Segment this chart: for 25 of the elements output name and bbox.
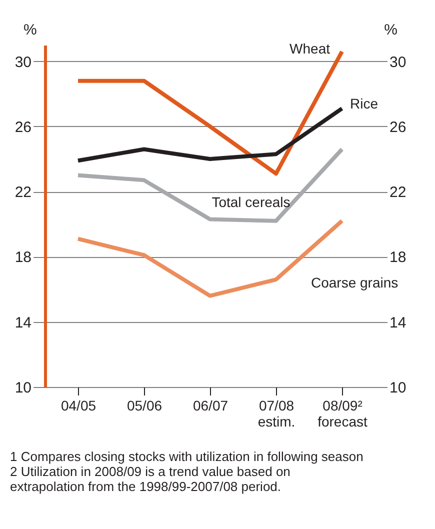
x-tick-label: 06/07 [192,398,228,414]
y-tick-label: 22 [14,184,32,202]
y2-axis-title: % [384,22,398,38]
x-tick-label: 05/06 [126,398,162,414]
y-tick-label: 14 [14,314,32,332]
y2-tick-label: 10 [390,380,406,396]
x-tick-label: 04/05 [60,398,96,414]
series-label: Coarse grains [311,274,398,291]
series-label: Rice [350,96,378,112]
x-tick-label: 07/08 estim. [258,398,296,430]
y-tick-label: 18 [14,249,32,266]
text: 1 Compares closing stocks with utilization in following season [10,449,364,464]
y-tick-label: 10 [14,380,32,396]
y-tick-label: 26 [14,118,32,136]
y2-tick-label: 18 [390,249,406,266]
y2-tick-label: 30 [390,54,406,71]
series-label: Wheat [290,40,330,57]
text: 2 Utilization in 2008/09 is a trend value based on extrapolation from the 1998/99-2007/08 period. [10,464,290,494]
y2-tick-label: 14 [390,314,406,332]
y2-tick-label: 22 [390,184,406,202]
series-label: Total cereals [212,194,290,210]
y-axis-title: % [24,22,37,38]
y-tick-label: 30 [14,54,32,71]
y2-tick-label: 26 [390,118,406,136]
x-tick-label: 08/09² forecast [318,398,368,430]
